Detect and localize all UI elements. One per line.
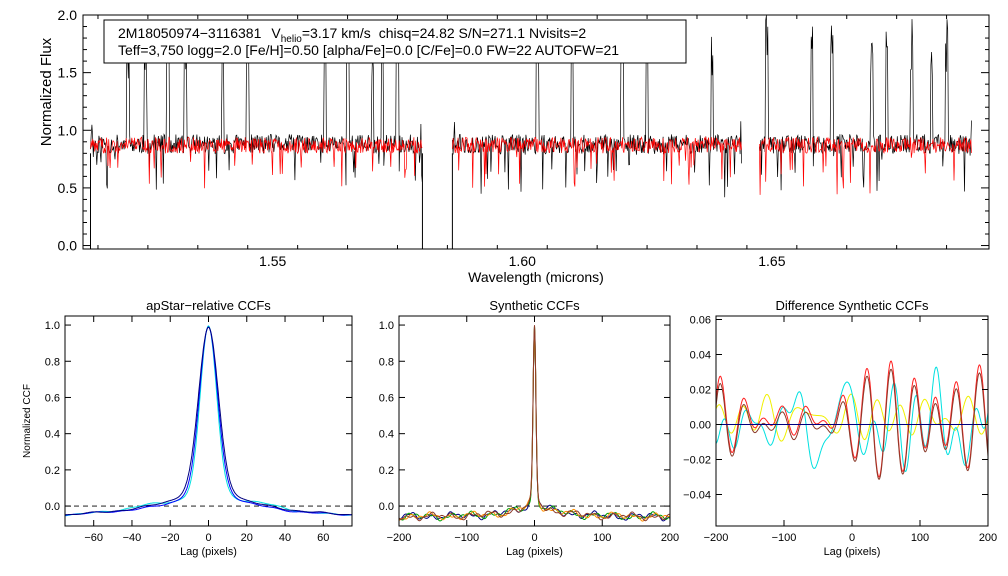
ccf-difference-ytick-label: 0.04 — [690, 350, 711, 362]
ccf-apstar-ylabel: Normalized CCF — [22, 384, 33, 458]
vhelio-value: =3.17 km/s — [302, 25, 371, 41]
ccf-difference-title: Difference Synthetic CCFs — [776, 298, 929, 313]
ccf-apstar-xtick-label: −20 — [161, 532, 180, 544]
star-id: 2M18050974−3116381 — [118, 25, 262, 41]
spectrum-ytick-label: 0.0 — [58, 238, 78, 254]
ccf-blue-line — [65, 326, 352, 516]
ccf-apstar-ytick-label: 0.4 — [45, 429, 60, 441]
spectrum-ytick-label: 0.5 — [58, 180, 78, 196]
ccf-difference-ytick-label: 0.02 — [690, 385, 711, 397]
ccf-difference-xtick-label: 200 — [979, 532, 997, 544]
spectrum-series — [89, 15, 972, 249]
syn-orange-line — [399, 326, 670, 522]
syn-brown-line — [399, 325, 670, 522]
spectrum-xlabel: Wavelength (microns) — [468, 269, 604, 285]
ccf-difference-xtick-label: 100 — [911, 532, 929, 544]
ccf-apstar-xtick-label: 40 — [279, 532, 291, 544]
ccf-synthetic-series — [399, 325, 670, 522]
ccf-synthetic-ytick-label: 1.0 — [379, 320, 394, 332]
vhelio-subscript: helio — [281, 34, 303, 45]
ccf-apstar-ytick-label: 1.0 — [45, 320, 60, 332]
ccf-synthetic-ytick-label: 0.6 — [379, 392, 394, 404]
ccf-apstar-frame — [64, 315, 353, 527]
ccf-difference-ytick-label: −0.04 — [683, 490, 711, 502]
ccf-panels: −60 −40 −20 0 20 40 600.00.20.40.60.81.0apStar… — [22, 298, 997, 558]
vhelio-symbol: V — [271, 25, 281, 41]
ccf-difference-frame — [715, 315, 989, 527]
info-line-2: Teff=3,750 logg=2.0 [Fe/H]=0.50 [alpha/F… — [118, 42, 619, 58]
ccf-synthetic-frame — [398, 315, 671, 527]
ccf-apstar-xtick-label: 0 — [205, 532, 211, 544]
ccf-synthetic-xtick-label: 200 — [661, 532, 679, 544]
ccf-apstar-ytick-label: 0.8 — [45, 356, 60, 368]
ccf-apstar-ytick-label: 0.0 — [45, 501, 60, 513]
ccf-apstar-xlabel: Lag (pixels) — [180, 546, 237, 558]
ccf-apstar-xtick-label: 20 — [241, 532, 253, 544]
ccf-difference-panel: −200 −100 0 100 200 −0.04 −0.02 0.00 0.02 0.04 0.0… — [683, 298, 997, 558]
spectrum-xtick-label: 1.65 — [758, 253, 785, 269]
ccf-apstar-ytick-label: 0.6 — [45, 392, 60, 404]
ccf-synthetic-ytick-label: 0.0 — [379, 501, 394, 513]
ccf-difference-xtick-label: −100 — [772, 532, 797, 544]
ccf-synthetic-ytick-label: 0.2 — [379, 465, 394, 477]
fit-stats: chisq=24.82 S/N=271.1 Nvisits=2 — [379, 25, 587, 41]
spectrum-xtick-label: 1.60 — [509, 253, 536, 269]
spectrum-ytick-label: 1.5 — [58, 65, 78, 81]
spectrum-line-model — [90, 135, 972, 195]
ccf-cyan-line — [65, 325, 352, 517]
diff-cyan-line — [716, 366, 988, 472]
ccf-synthetic-xlabel: Lag (pixels) — [506, 546, 563, 558]
ccf-apstar-xtick-label: −40 — [123, 532, 142, 544]
ccf-synthetic-xtick-label: −100 — [454, 532, 479, 544]
ccf-difference-xlabel: Lag (pixels) — [824, 546, 881, 558]
ccf-difference-ytick-label: 0.00 — [690, 420, 711, 432]
spectrum-frame — [82, 14, 990, 250]
ccf-apstar-xtick-label: −60 — [84, 532, 103, 544]
ccf-apstar-title: apStar−relative CCFs — [146, 298, 271, 313]
info-line-1: 2M18050974−3116381 Vhelio=3.17 km/s chisq=… — [118, 25, 586, 45]
ccf-navy-line — [65, 326, 352, 516]
ccf-synthetic-ytick-label: 0.8 — [379, 356, 394, 368]
ccf-apstar-xtick-label: 60 — [317, 532, 329, 544]
ccf-difference-xtick-label: 0 — [849, 532, 855, 544]
ccf-synthetic-ytick-label: 0.4 — [379, 429, 394, 441]
spectrum-ytick-label: 2.0 — [58, 7, 78, 23]
ccf-difference-xtick-label: −200 — [704, 532, 729, 544]
spectrum-panel: 1.55 1.60 1.65 0.0 0.5 1.0 1.5 2.0 Normalized F… — [38, 7, 990, 285]
syn-navy-line — [399, 326, 670, 522]
ccf-difference-ytick-label: 0.06 — [690, 315, 711, 327]
spectrum-xtick-label: 1.55 — [259, 253, 286, 269]
info-box — [103, 19, 687, 64]
ccf-apstar-series — [65, 325, 352, 517]
spectrum-ticks: 1.55 1.60 1.65 0.0 0.5 1.0 1.5 2.0 — [58, 7, 989, 269]
ccf-difference-ytick-label: −0.02 — [683, 455, 711, 467]
syn-green-line — [399, 325, 670, 522]
spectrum-ytick-label: 1.0 — [58, 122, 78, 138]
ccf-apstar-ytick-label: 0.2 — [45, 465, 60, 477]
ccf-synthetic-xtick-label: −200 — [387, 532, 412, 544]
diff-red-line — [716, 360, 988, 478]
ccf-difference-series — [716, 360, 988, 480]
ccf-synthetic-title: Synthetic CCFs — [489, 298, 580, 313]
spectrum-ylabel: Normalized Flux — [38, 37, 55, 146]
ccf-synthetic-xtick-label: 0 — [531, 532, 537, 544]
ccf-synthetic-xtick-label: 100 — [593, 532, 611, 544]
ccf-apstar-panel: −60 −40 −20 0 20 40 60 0.0 0.2 0.4 0.6 0.8 1.0 apStar… — [22, 298, 353, 558]
diff-yellow-line — [716, 393, 988, 442]
ccf-synthetic-panel: −200 −100 0 100 200 0.0 0.2 0.4 0.6 0.8 1.0 Synthet… — [379, 298, 679, 558]
